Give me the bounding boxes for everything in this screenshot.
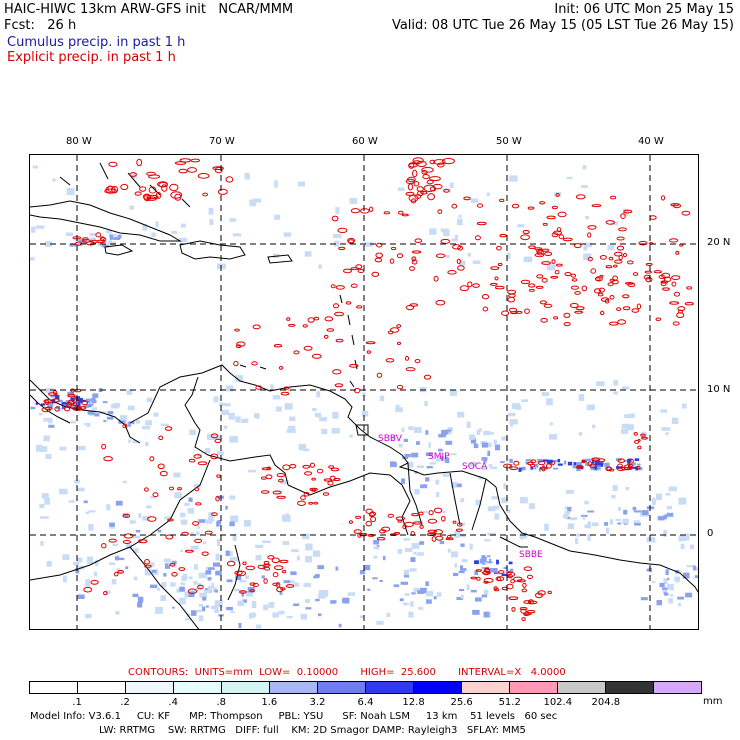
station-labels: SBBV SMJP SOCA SBBE: [378, 434, 543, 560]
station-soca: SOCA: [462, 462, 488, 472]
colorbar-segment: [558, 682, 606, 693]
colorbar-tick-label: 25.6: [450, 697, 473, 708]
colorbar-segment: [174, 682, 222, 693]
map-canvas: SBBV SMJP SOCA SBBE: [30, 155, 698, 629]
colorbar-tick-label: 1.6: [261, 697, 278, 708]
colorbar-tick-label: 204.8: [591, 697, 621, 708]
lon-label-60w: 60 W: [352, 136, 378, 147]
colorbar-tick-label: 3.2: [309, 697, 326, 708]
colorbar-segment: [78, 682, 126, 693]
colorbar-tick-label: 6.4: [357, 697, 374, 708]
lon-label-40w: 40 W: [638, 136, 664, 147]
colorbar-tick-label: 51.2: [498, 697, 521, 708]
model-title: HAIC-HIWC 13km ARW-GFS init NCAR/MMM: [4, 2, 294, 17]
forecast-hour: Fcst: 26 h: [4, 18, 77, 33]
lon-label-50w: 50 W: [496, 136, 522, 147]
colorbar-unit: mm: [703, 696, 723, 707]
colorbar: [29, 681, 702, 694]
lon-label-70w: 70 W: [209, 136, 235, 147]
station-sbbe: SBBE: [519, 550, 543, 560]
colorbar-segment: [222, 682, 270, 693]
valid-time: Valid: 08 UTC Tue 26 May 15 (05 LST Tue …: [391, 18, 734, 33]
colorbar-segment: [414, 682, 462, 693]
init-time: Init: 06 UTC Mon 25 May 15: [554, 2, 734, 17]
legend-cumulus: Cumulus precip. in past 1 h: [7, 35, 186, 50]
legend-explicit: Explicit precip. in past 1 h: [7, 50, 176, 65]
colorbar-tick-label: 12.8: [402, 697, 425, 708]
lat-label-10n: 10 N: [707, 384, 731, 395]
cumulus-precip-layer: [30, 165, 698, 629]
colorbar-segment: [606, 682, 654, 693]
colorbar-segment: [462, 682, 510, 693]
colorbar-tick-label: .2: [120, 697, 130, 708]
precip-map: SBBV SMJP SOCA SBBE: [29, 154, 699, 630]
colorbar-segment: [366, 682, 414, 693]
lat-label-0: 0: [707, 528, 714, 539]
lon-label-80w: 80 W: [66, 136, 92, 147]
explicit-precip-layer: [41, 157, 694, 622]
station-smjp: SMJP: [428, 452, 450, 462]
lat-lon-grid: [30, 155, 698, 629]
colorbar-tick-label: 102.4: [543, 697, 573, 708]
colorbar-segment: [270, 682, 318, 693]
model-info-line1: Model Info: V3.6.1 CU: KF MP: Thompson P…: [30, 711, 558, 722]
coastlines: [30, 162, 698, 629]
colorbar-segment: [318, 682, 366, 693]
colorbar-tick-label: .1: [72, 697, 82, 708]
station-sbbv: SBBV: [378, 434, 403, 444]
colorbar-tick-label: .8: [216, 697, 227, 708]
colorbar-tick-label: .4: [168, 697, 178, 708]
lat-label-20n: 20 N: [707, 237, 731, 248]
colorbar-segment: [30, 682, 78, 693]
model-info-line2: LW: RRTMG SW: RRTMG DIFF: full KM: 2D Sm…: [99, 725, 526, 736]
colorbar-segment: [126, 682, 174, 693]
contour-info: CONTOURS: UNITS=mm LOW= 0.10000 HIGH= 25…: [128, 667, 566, 678]
colorbar-segment: [654, 682, 701, 693]
colorbar-segment: [510, 682, 558, 693]
